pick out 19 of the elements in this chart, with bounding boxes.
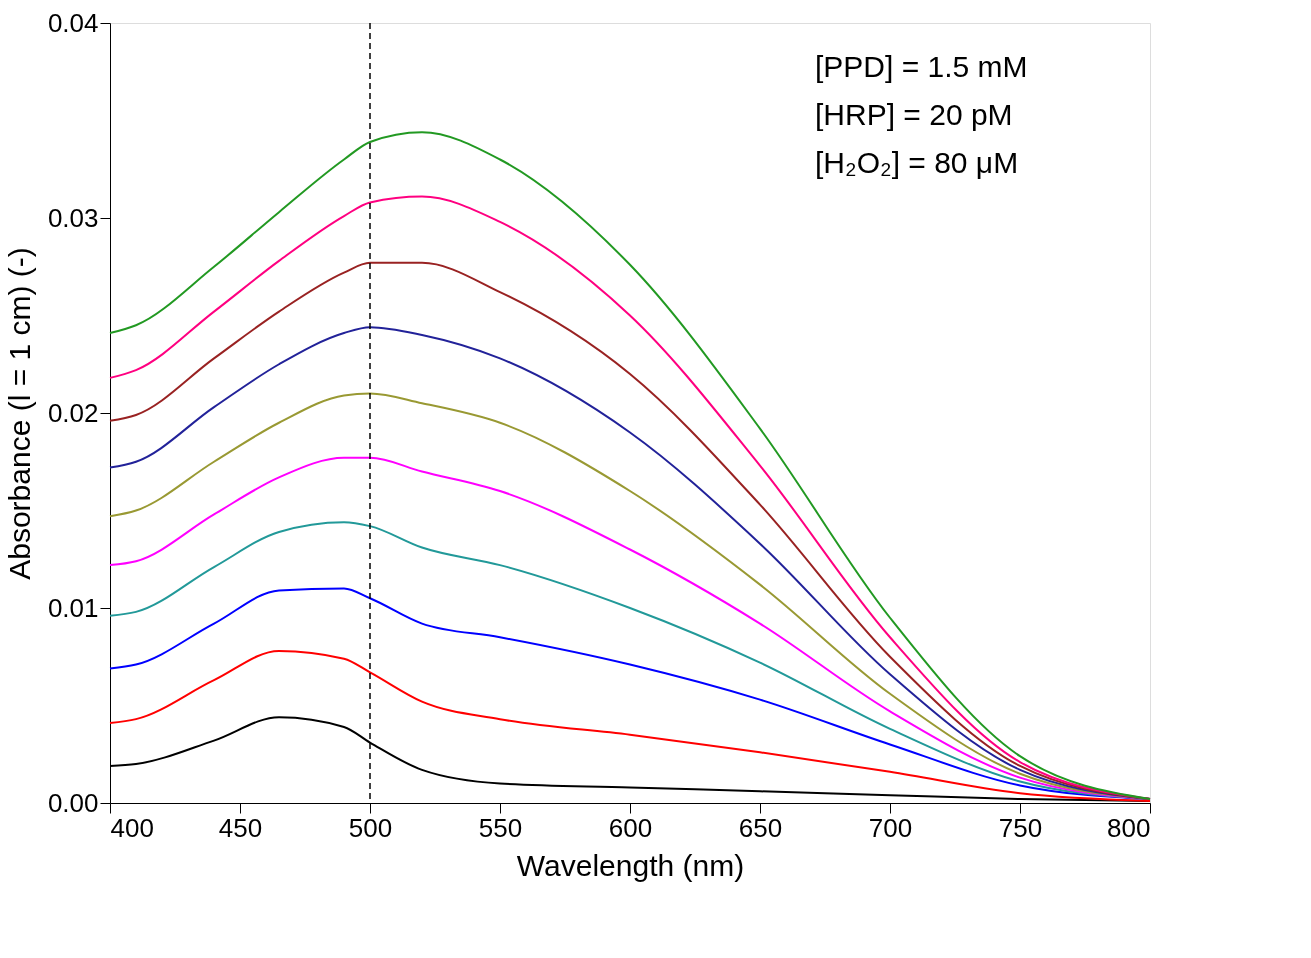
y-axis-title: Absorbance (l = 1 cm) (-) bbox=[2, 247, 36, 580]
x-tick-label: 550 bbox=[478, 812, 523, 843]
y-tick-label: 0.04 bbox=[47, 7, 99, 38]
annotation: [H₂O₂] = 80 μM bbox=[815, 146, 1019, 179]
y-tick-label: 0.03 bbox=[47, 202, 99, 233]
x-axis-title: Wavelength (nm) bbox=[516, 848, 745, 882]
x-tick-label: 750 bbox=[998, 812, 1043, 843]
x-tick-label: 700 bbox=[868, 812, 913, 843]
annotation: [HRP] = 20 pM bbox=[815, 98, 1013, 131]
x-tick-label: 500 bbox=[348, 812, 393, 843]
y-tick-label: 0.01 bbox=[47, 592, 99, 623]
annotation: [PPD] = 1.5 mM bbox=[815, 50, 1028, 83]
x-tick-label: 800 bbox=[1107, 812, 1151, 843]
x-tick-label: 400 bbox=[110, 812, 154, 843]
x-tick-label: 450 bbox=[218, 812, 263, 843]
y-tick-label: 0.00 bbox=[47, 787, 99, 818]
x-tick-label: 650 bbox=[738, 812, 783, 843]
y-tick-label: 0.02 bbox=[47, 397, 99, 428]
x-tick-label: 600 bbox=[608, 812, 653, 843]
